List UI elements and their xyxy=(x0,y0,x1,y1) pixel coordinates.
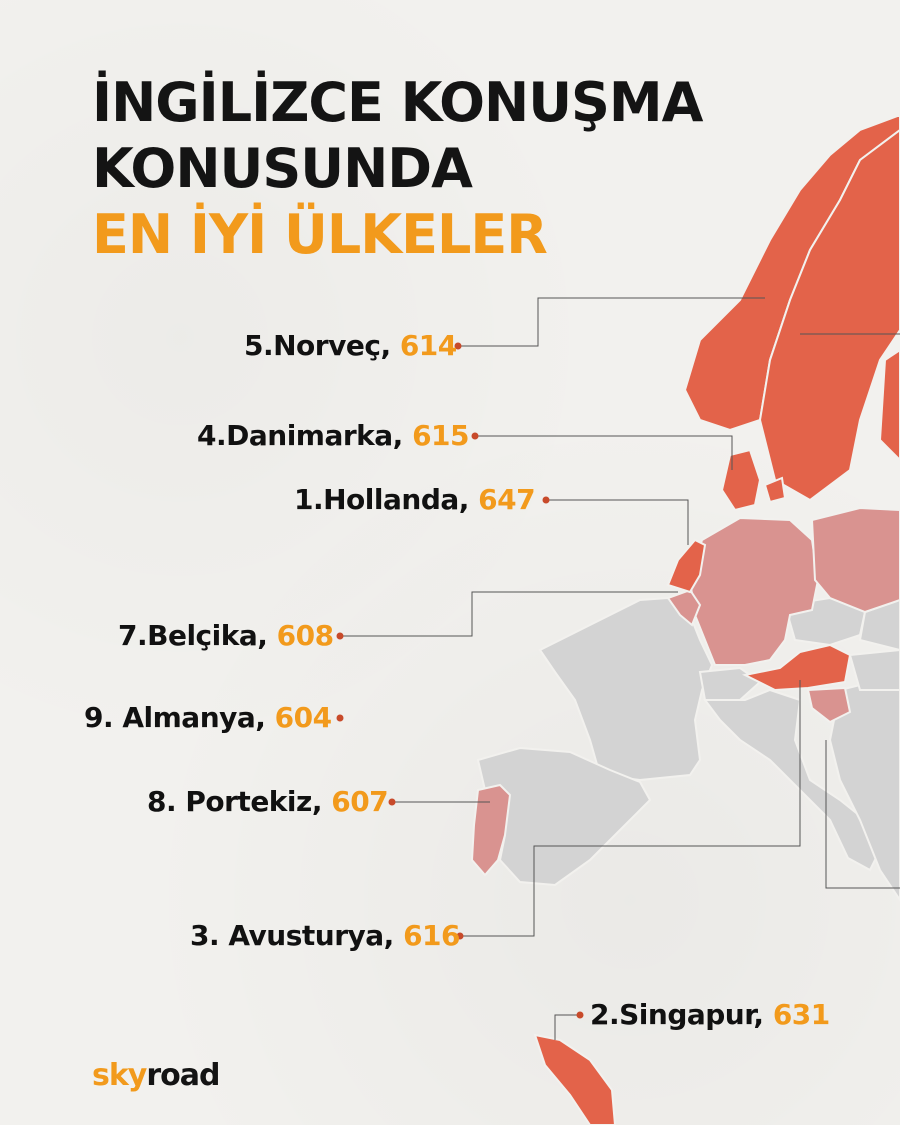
label-austria: 3. Avusturya, 616 xyxy=(190,919,461,952)
leader-italy xyxy=(825,740,900,889)
dot-belgium xyxy=(336,632,344,640)
map-singapore xyxy=(533,1033,617,1125)
map-austria xyxy=(741,643,852,692)
map-denmark-island xyxy=(763,476,787,504)
page-title: İNGİLİZCE KONUŞMA KONUSUNDA EN İYİ ÜLKEL… xyxy=(92,70,703,268)
leader-netherlands xyxy=(546,499,689,545)
label-denmark: 4.Danimarka, 615 xyxy=(197,419,470,452)
dot-netherlands xyxy=(542,496,550,504)
dot-austria xyxy=(456,932,464,940)
leader-belgium xyxy=(340,591,678,637)
title-line-1: İNGİLİZCE KONUŞMA xyxy=(92,71,703,134)
label-norway: 5.Norveç, 614 xyxy=(244,329,457,362)
dot-denmark xyxy=(471,432,479,440)
map-poland xyxy=(810,506,900,614)
map-portugal xyxy=(470,783,512,877)
title-line-3: EN İYİ ÜLKELER xyxy=(92,203,548,266)
map-hungary xyxy=(848,648,900,691)
title-line-2: KONUSUNDA xyxy=(92,137,473,200)
dot-germany xyxy=(336,714,344,722)
dot-norway xyxy=(454,342,462,350)
leader-austria xyxy=(460,680,801,937)
leader-norway xyxy=(458,297,765,347)
map-netherlands xyxy=(666,538,707,594)
map-france xyxy=(538,596,714,782)
label-germany: 9. Almanya, 604 xyxy=(84,701,332,734)
label-netherlands: 1.Hollanda, 647 xyxy=(294,483,536,516)
map-germany xyxy=(688,516,820,666)
map-finland-edge xyxy=(878,348,900,462)
label-singapore: 2.Singapur, 631 xyxy=(590,998,830,1031)
dot-portugal xyxy=(388,798,396,806)
map-slovenia xyxy=(806,686,852,724)
skyroad-logo: skyroad xyxy=(92,1058,221,1093)
leader-singapore xyxy=(554,1014,578,1040)
leader-denmark xyxy=(475,435,733,470)
label-belgium: 7.Belçika, 608 xyxy=(118,619,334,652)
label-portugal: 8. Portekiz, 607 xyxy=(147,785,389,818)
dot-singapore xyxy=(576,1011,584,1019)
map-denmark xyxy=(720,448,762,512)
